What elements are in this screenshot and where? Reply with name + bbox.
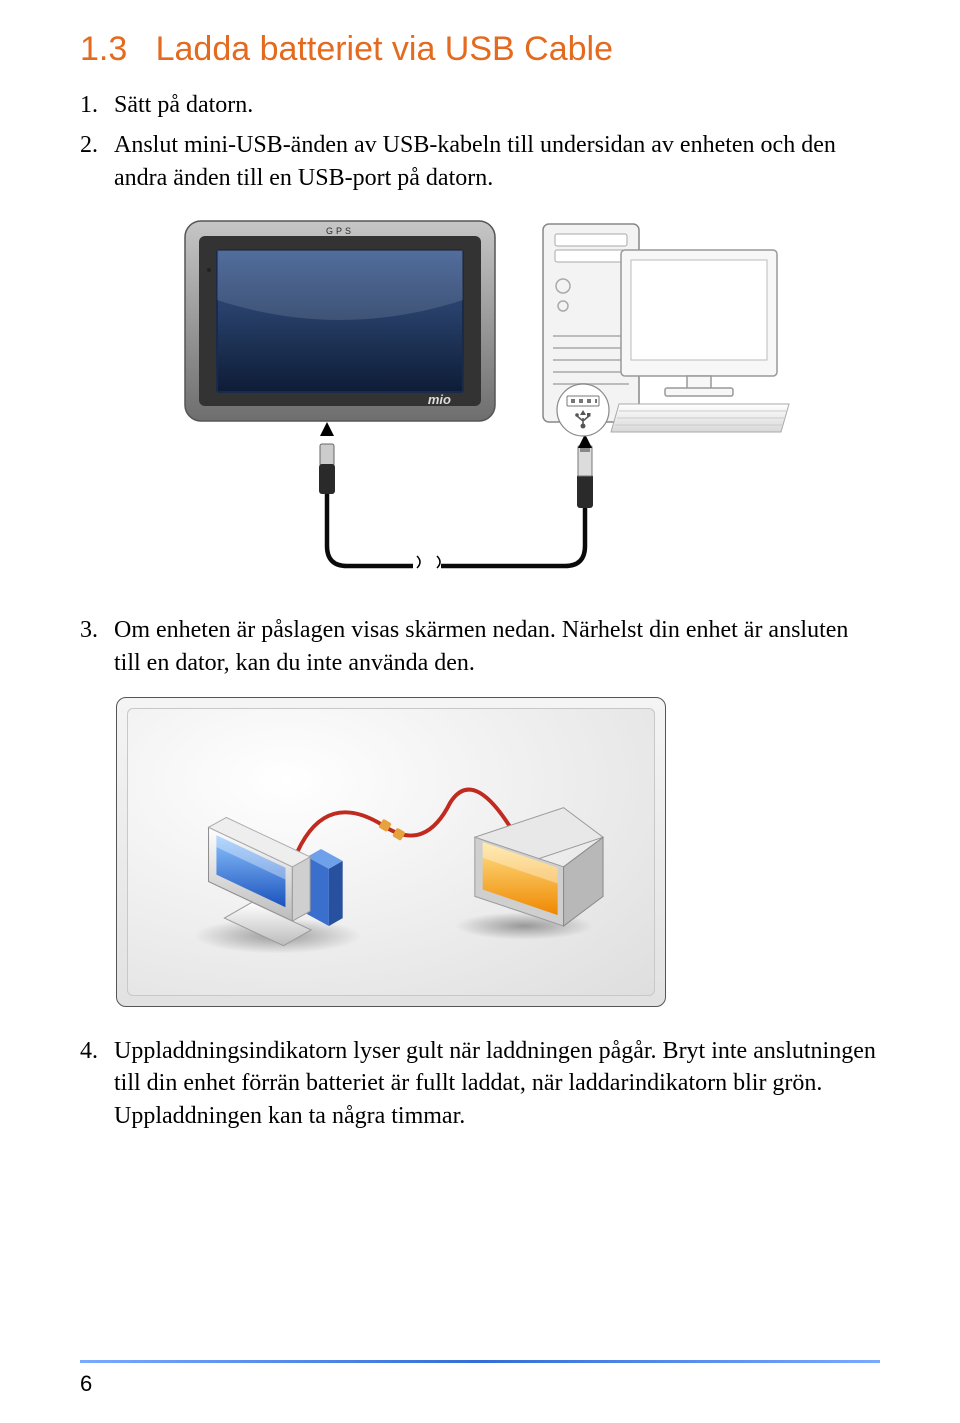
step-num: 2. <box>80 129 114 194</box>
page-number: 6 <box>80 1371 92 1397</box>
section-heading: 1.3 Ladda batteriet via USB Cable <box>80 30 880 69</box>
usb-port-icon <box>557 384 609 436</box>
usb-a-connector-icon <box>577 446 593 508</box>
step-4: 4. Uppladdningsindikatorn lyser gult när… <box>80 1035 880 1132</box>
step-text: Anslut mini-USB-änden av USB-kabeln till… <box>114 129 880 194</box>
monitor-icon <box>621 250 777 396</box>
heading-number: 1.3 <box>80 30 127 68</box>
step-3: 3. Om enheten är påslagen visas skärmen … <box>80 614 880 679</box>
usb-cable <box>327 494 415 566</box>
step-num: 1. <box>80 89 114 121</box>
keyboard-icon <box>611 404 789 432</box>
gps-label: GPS <box>326 226 354 236</box>
footer-rule <box>80 1360 880 1363</box>
step-2: 2. Anslut mini-USB-änden av USB-kabeln t… <box>80 129 880 194</box>
brand-label: mio <box>428 392 451 407</box>
figure-connected-screen <box>116 697 666 1007</box>
heading-text: Ladda batteriet via USB Cable <box>156 30 613 68</box>
step-1: 1. Sätt på datorn. <box>80 89 880 121</box>
step-text: Sätt på datorn. <box>114 89 880 121</box>
step-num: 3. <box>80 614 114 679</box>
step-num: 4. <box>80 1035 114 1132</box>
mini-usb-connector-icon <box>319 444 335 494</box>
step-text: Om enheten är påslagen visas skärmen ned… <box>114 614 880 679</box>
step-text: Uppladdningsindikatorn lyser gult när la… <box>114 1035 880 1132</box>
gps-device-icon: GPS mio <box>185 221 495 421</box>
gps-device-iso-icon <box>475 808 603 926</box>
figure-usb-connection: GPS mio <box>165 206 795 586</box>
